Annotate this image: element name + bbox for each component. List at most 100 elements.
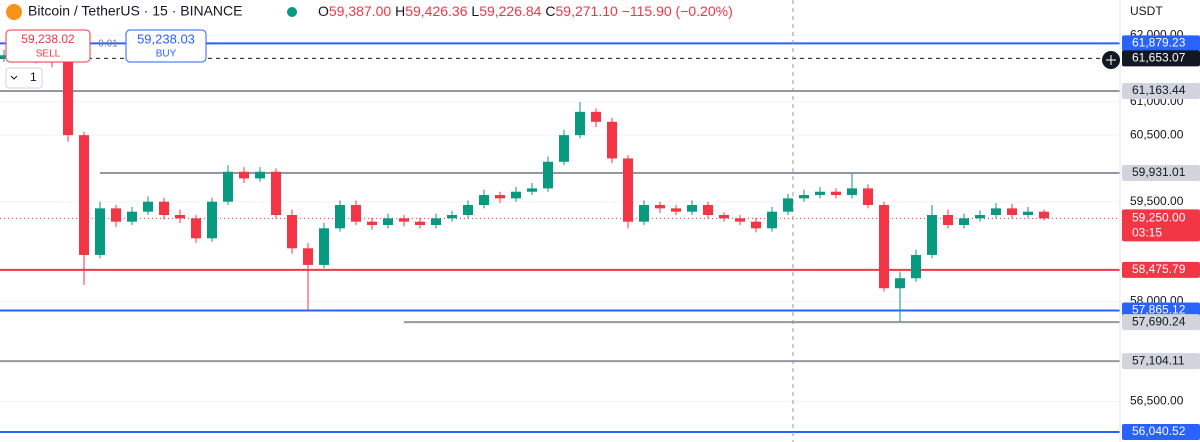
price-label-bg <box>1122 261 1200 278</box>
candle-body <box>703 205 713 216</box>
candle-body <box>815 191 825 196</box>
candle-body <box>1023 211 1033 216</box>
sell-button[interactable] <box>5 29 91 63</box>
candle-body <box>175 215 185 219</box>
candle-body <box>527 188 537 192</box>
price-label: 56,040.52 <box>1132 424 1186 438</box>
sell-price: 59,238.02 <box>21 32 75 46</box>
candle-body <box>783 198 793 212</box>
candle-body <box>655 205 665 209</box>
candle-body <box>847 188 857 196</box>
candle-body <box>415 221 425 225</box>
candle-body <box>287 215 297 249</box>
candle-body <box>63 61 73 136</box>
candle-body <box>591 111 601 122</box>
price-label-bg <box>1122 165 1200 182</box>
candle-body <box>1007 208 1017 216</box>
candle-body <box>303 248 313 265</box>
candle-body <box>607 121 617 159</box>
buy-label: BUY <box>156 49 177 60</box>
price-label-bg <box>1122 82 1200 99</box>
price-label: 57,690.24 <box>1132 314 1186 328</box>
y-tick-label: 59,500.00 <box>1130 194 1184 208</box>
candle-body <box>495 195 505 199</box>
candle-body <box>447 215 457 219</box>
candle-body <box>575 111 585 136</box>
candle-body <box>831 191 841 196</box>
currency: USDT <box>1130 4 1163 18</box>
candle-body <box>255 171 265 179</box>
current-price-bg <box>1122 209 1200 242</box>
quantity-box[interactable] <box>5 67 43 89</box>
symbol-title: Bitcoin / TetherUS · 15 · BINANCE <box>28 3 242 19</box>
label: H <box>395 3 405 19</box>
spread: 0.01 <box>98 39 118 50</box>
value: 59,426.36 <box>405 3 467 19</box>
candle-body <box>319 228 329 265</box>
coin-icon <box>6 4 22 20</box>
buy-price: 59,238.03 <box>137 31 195 46</box>
candle-body <box>191 218 201 239</box>
candle-body <box>271 171 281 216</box>
axis-labels: 56,500.0058,000.0059,500.0060,500.0061,0… <box>1122 27 1200 440</box>
candle-body <box>559 135 569 162</box>
candle-body <box>719 215 729 219</box>
candle-body <box>671 208 681 212</box>
change: −115.90 (−0.20%) <box>622 3 733 19</box>
candle-body <box>111 208 121 222</box>
price-label: 57,865.12 <box>1132 303 1186 317</box>
candle-body <box>431 218 441 225</box>
price-label-bg <box>1122 35 1200 52</box>
candle-body <box>959 218 969 225</box>
price-label: 61,163.44 <box>1132 83 1186 97</box>
status-dot <box>287 7 297 17</box>
y-tick-label: 60,500.00 <box>1130 127 1184 141</box>
candle-body <box>159 201 169 216</box>
price-label: 59,931.01 <box>1132 165 1186 179</box>
header-bg <box>0 0 760 26</box>
buy-button[interactable] <box>125 29 207 63</box>
value: 59,226.84 <box>479 3 541 19</box>
candle-body <box>223 171 233 202</box>
price-label: 58,475.79 <box>1132 262 1186 276</box>
candle-body <box>543 161 553 189</box>
y-tick-label: 56,500.00 <box>1130 394 1184 408</box>
ohlc-legend: O59,387.00 H59,426.36 L59,226.84 C59,271… <box>318 3 733 19</box>
candle-body <box>143 201 153 212</box>
current-price: 59,250.00 <box>1132 211 1186 225</box>
candle-body <box>879 205 889 289</box>
candle-body <box>479 195 489 206</box>
candle-body <box>399 218 409 222</box>
candle-body <box>1039 211 1049 219</box>
label: O <box>318 3 329 19</box>
price-label: 61,879.23 <box>1132 35 1186 49</box>
candle-body <box>943 215 953 225</box>
candle-body <box>751 221 761 229</box>
candle-body <box>687 205 697 212</box>
price-label-bg <box>1122 314 1200 331</box>
sell-label: SELL <box>36 49 61 60</box>
price-label-bg <box>1122 353 1200 370</box>
candle-body <box>911 254 921 279</box>
candle-body <box>639 205 649 222</box>
plus-icon <box>1106 55 1116 65</box>
candle-body <box>79 135 89 255</box>
price-label-bg <box>1122 423 1200 440</box>
price-label: 57,104.11 <box>1132 353 1185 367</box>
candle-body <box>0 55 9 59</box>
candle-body <box>383 218 393 225</box>
countdown: 03:15 <box>1132 226 1162 240</box>
candle-body <box>95 208 105 255</box>
price-label-bg <box>1122 50 1200 67</box>
candle-body <box>863 188 873 206</box>
candle-body <box>351 205 361 222</box>
candle-body <box>735 218 745 222</box>
candle-body <box>367 221 377 225</box>
currency-button[interactable] <box>1122 2 1170 22</box>
candle-body <box>975 215 985 219</box>
candle-body <box>623 158 633 222</box>
label: C <box>545 3 555 19</box>
candle-body <box>463 205 473 216</box>
price-label: 61,653.07 <box>1132 51 1186 65</box>
